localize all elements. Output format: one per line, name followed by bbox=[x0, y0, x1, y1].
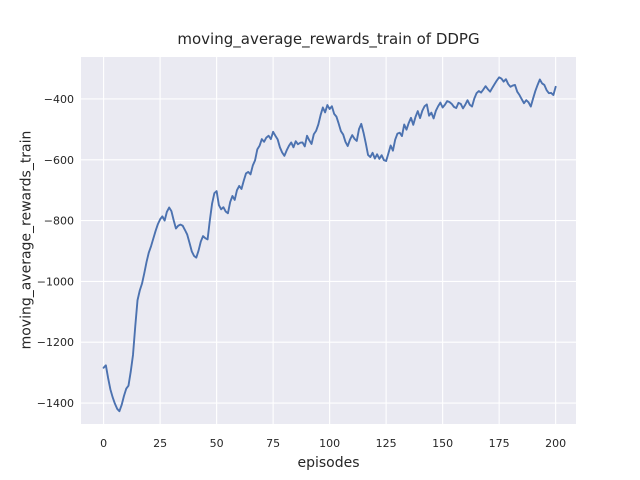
chart-title: moving_average_rewards_train of DDPG bbox=[177, 30, 480, 48]
x-tick-label: 200 bbox=[545, 437, 566, 450]
x-tick-label: 175 bbox=[489, 437, 510, 450]
y-tick-label: −1200 bbox=[37, 336, 74, 349]
series-line bbox=[102, 76, 557, 413]
y-tick-label: −1400 bbox=[37, 397, 74, 410]
x-tick-label: 125 bbox=[376, 437, 397, 450]
y-axis-label: moving_average_rewards_train bbox=[18, 130, 35, 350]
y-tick-label: −600 bbox=[44, 154, 74, 167]
x-axis-label: episodes bbox=[297, 455, 360, 471]
y-tick-label: −1000 bbox=[37, 275, 74, 288]
x-tick-label: 75 bbox=[266, 437, 280, 450]
x-tick-label: 100 bbox=[319, 437, 340, 450]
plot-area bbox=[81, 57, 576, 424]
x-tick-label: 25 bbox=[153, 437, 167, 450]
x-tick-label: 50 bbox=[210, 437, 224, 450]
y-tick-label: −800 bbox=[44, 215, 74, 228]
x-tick-label: 150 bbox=[432, 437, 453, 450]
x-tick-label: 0 bbox=[100, 437, 107, 450]
y-tick-label: −400 bbox=[44, 93, 74, 106]
